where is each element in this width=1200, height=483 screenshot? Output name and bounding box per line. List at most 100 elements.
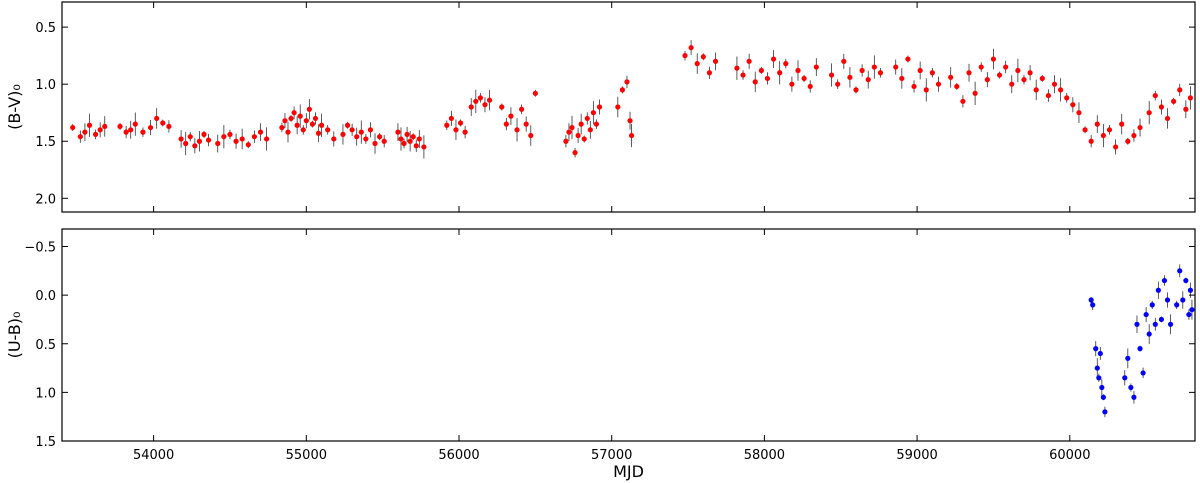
bv-data-point xyxy=(147,124,154,131)
bv-data-point xyxy=(917,67,923,74)
ub-data-point xyxy=(1164,297,1171,303)
bv-data-point xyxy=(752,79,758,85)
bv-data-point xyxy=(70,124,76,131)
bv-data-point xyxy=(954,83,960,90)
bv-data-point xyxy=(257,129,264,135)
bv-data-point xyxy=(1094,121,1100,127)
bv-data-point xyxy=(187,134,193,140)
ub-ytick-label: −0.5 xyxy=(24,241,56,256)
bv-data-point xyxy=(264,136,270,142)
bv-data-point xyxy=(619,87,625,93)
bv-data-point xyxy=(1106,127,1113,133)
bv-panel: 0.5 1.0 1.5 2.0 (B-V)₀ xyxy=(5,1,1196,213)
bv-data-point xyxy=(911,83,917,90)
bv-data-point xyxy=(523,121,529,127)
bv-data-point xyxy=(1112,144,1119,150)
bv-data-point xyxy=(587,127,593,133)
bv-data-point xyxy=(1003,64,1009,70)
bv-data-point xyxy=(569,124,575,131)
bv-data-point xyxy=(777,70,783,76)
bv-data-point xyxy=(960,98,966,104)
bv-data-point xyxy=(1064,95,1070,101)
bv-data-point xyxy=(1137,124,1143,131)
bv-data-point xyxy=(877,70,884,76)
bv-data-point xyxy=(853,87,859,93)
bv-data-point xyxy=(624,79,630,85)
ub-data-point xyxy=(1097,350,1103,357)
bv-data-point xyxy=(318,122,325,128)
ub-data-point xyxy=(1093,346,1099,352)
bv-data-point xyxy=(923,87,929,93)
bv-data-point xyxy=(132,121,138,127)
bv-data-point xyxy=(1164,115,1171,122)
bv-data-point xyxy=(1088,138,1094,144)
bv-data-point xyxy=(627,118,633,124)
bv-data-point xyxy=(453,127,459,133)
ub-data-point xyxy=(1158,316,1165,323)
bv-data-point xyxy=(196,138,203,144)
bv-data-point xyxy=(457,120,464,126)
bv-data-point xyxy=(1021,77,1027,83)
ub-data-point xyxy=(1090,302,1096,308)
ub-data-point xyxy=(1143,311,1149,318)
bv-data-point xyxy=(363,136,369,142)
bv-data-point xyxy=(468,104,474,110)
bv-data-point xyxy=(192,143,198,149)
bv-data-point xyxy=(1051,81,1058,87)
bv-data-point xyxy=(325,127,331,133)
ub-data-point xyxy=(1187,287,1194,293)
bv-data-point xyxy=(205,137,212,143)
bv-data-point xyxy=(508,113,514,119)
bv-ytick-label: 1.5 xyxy=(35,135,56,150)
bv-data-point xyxy=(291,110,297,116)
bv-data-point xyxy=(86,122,93,128)
bv-data-point xyxy=(1125,138,1131,144)
ub-data-point xyxy=(1146,331,1152,337)
bv-data-point xyxy=(1027,70,1033,76)
bv-data-point xyxy=(282,118,288,124)
bv-data-point xyxy=(377,134,383,140)
bv-data-point xyxy=(288,115,294,122)
bv-data-point xyxy=(499,104,505,110)
bv-data-point xyxy=(563,138,569,144)
bv-data-point xyxy=(404,131,410,137)
bv-data-point xyxy=(1158,104,1165,110)
bv-data-point xyxy=(1152,92,1158,99)
bv-data-point xyxy=(421,144,427,150)
bv-y-axis-title: (B-V)₀ xyxy=(5,84,24,130)
ub-data-point xyxy=(1134,321,1140,327)
bv-data-point xyxy=(395,129,401,135)
ub-ytick-label: 1.0 xyxy=(35,386,56,401)
bv-data-point xyxy=(1100,132,1106,139)
bv-data-point xyxy=(828,72,835,78)
bv-data-point xyxy=(1045,92,1052,99)
ub-xtick-label: 60000 xyxy=(1049,448,1090,463)
bv-data-point xyxy=(97,127,103,133)
ub-data-point xyxy=(1180,297,1186,303)
bv-data-point xyxy=(706,70,713,76)
ub-data-point xyxy=(1186,311,1192,318)
bv-data-point xyxy=(528,132,534,139)
bv-data-point xyxy=(102,123,108,130)
bv-data-point xyxy=(1131,132,1137,139)
bv-data-point xyxy=(178,136,184,142)
bv-data-point xyxy=(331,136,337,142)
bv-data-point xyxy=(628,132,635,139)
ub-data-point xyxy=(1183,277,1189,284)
bv-data-point xyxy=(789,81,795,87)
ub-data-point xyxy=(1155,287,1161,293)
bv-data-point xyxy=(694,61,700,67)
bv-ytick-label: 0.5 xyxy=(35,21,56,36)
bv-data-point xyxy=(285,129,291,135)
bv-data-point xyxy=(575,132,581,139)
bv-data-point xyxy=(990,56,997,62)
bv-data-point xyxy=(1171,98,1177,104)
bv-data-point xyxy=(367,127,374,133)
ub-data-point xyxy=(1152,321,1158,327)
bv-data-point xyxy=(354,134,360,140)
bv-data-point xyxy=(813,64,819,70)
bv-data-point xyxy=(1082,127,1088,133)
bv-data-point xyxy=(1009,81,1015,87)
bv-data-point xyxy=(410,134,416,140)
bv-data-point xyxy=(847,74,853,80)
